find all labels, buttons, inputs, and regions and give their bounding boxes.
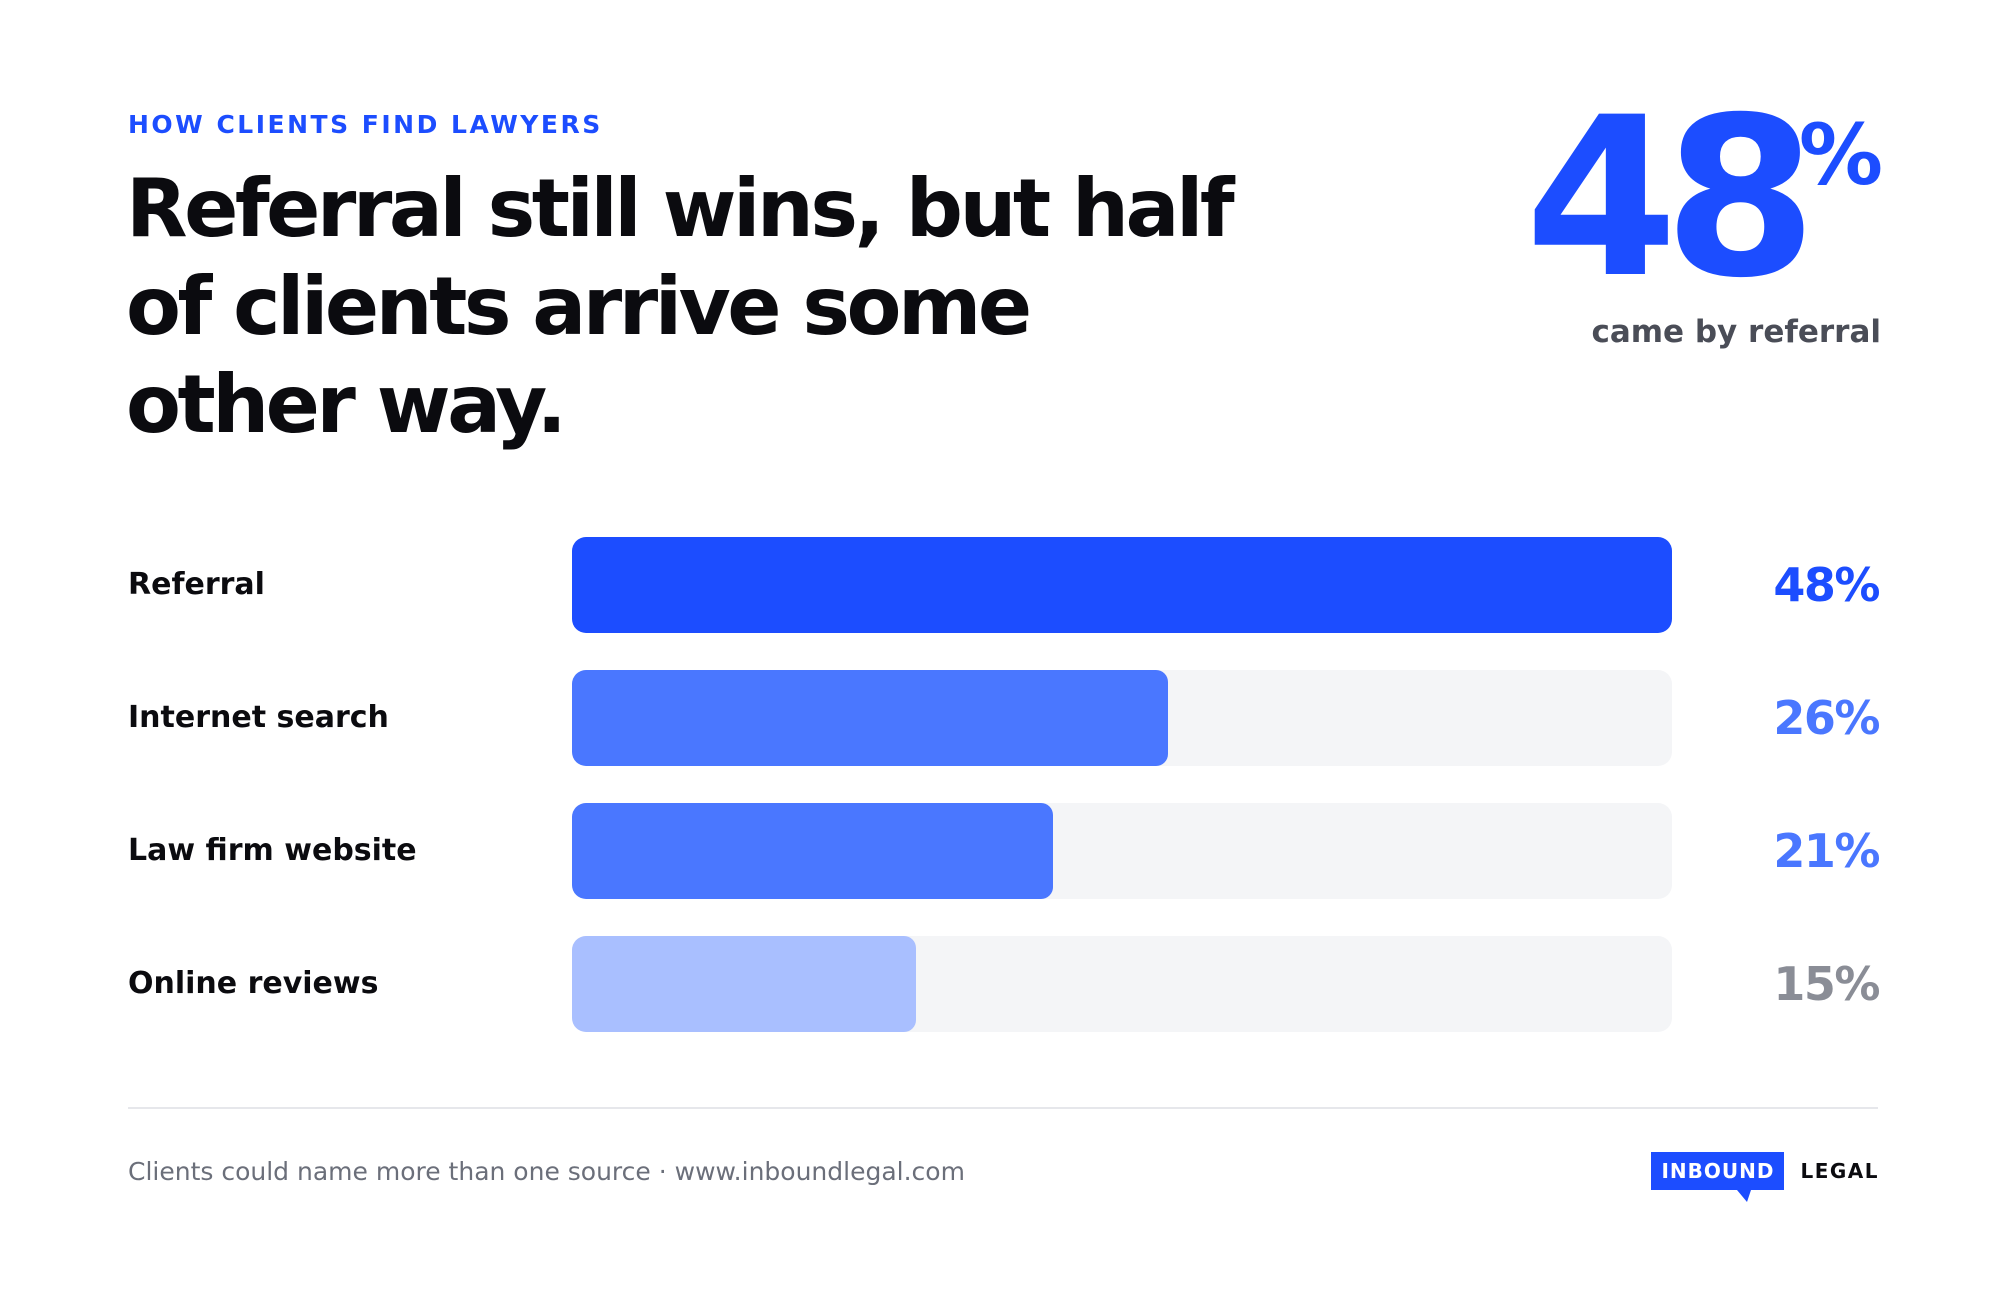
divider bbox=[128, 1107, 1878, 1109]
bar-value-label: 21% bbox=[1773, 824, 1880, 878]
bar-value-label: 48% bbox=[1773, 558, 1880, 612]
logo-wordmark-secondary: LEGAL bbox=[1800, 1159, 1879, 1183]
kpi-unit: % bbox=[1798, 106, 1883, 204]
kpi-value: 48 bbox=[1524, 70, 1817, 326]
eyebrow-label: HOW CLIENTS FIND LAWYERS bbox=[128, 110, 603, 139]
footnote: Clients could name more than one source … bbox=[128, 1157, 965, 1186]
bar-label: Referral bbox=[128, 567, 265, 602]
bar-track bbox=[572, 803, 1672, 899]
bar-label: Law firm website bbox=[128, 833, 417, 868]
kpi-callout: 48 % came by referral bbox=[1363, 88, 1883, 360]
bar bbox=[572, 670, 1168, 766]
bar-track bbox=[572, 936, 1672, 1032]
bar-track bbox=[572, 537, 1672, 633]
bar bbox=[572, 537, 1672, 633]
bar bbox=[572, 936, 916, 1032]
bar-value-label: 15% bbox=[1773, 957, 1880, 1011]
bar-label: Online reviews bbox=[128, 966, 379, 1001]
headline: Referral still wins, but half of clients… bbox=[126, 162, 1235, 451]
bar bbox=[572, 803, 1054, 899]
bar-track bbox=[572, 670, 1672, 766]
logo-wordmark-primary: INBOUND bbox=[1651, 1152, 1785, 1202]
kpi-caption: came by referral bbox=[1591, 314, 1881, 350]
bar-label: Internet search bbox=[128, 700, 389, 735]
brand-logo: INBOUND LEGAL bbox=[1651, 1148, 1879, 1202]
bar-value-label: 26% bbox=[1773, 691, 1880, 745]
